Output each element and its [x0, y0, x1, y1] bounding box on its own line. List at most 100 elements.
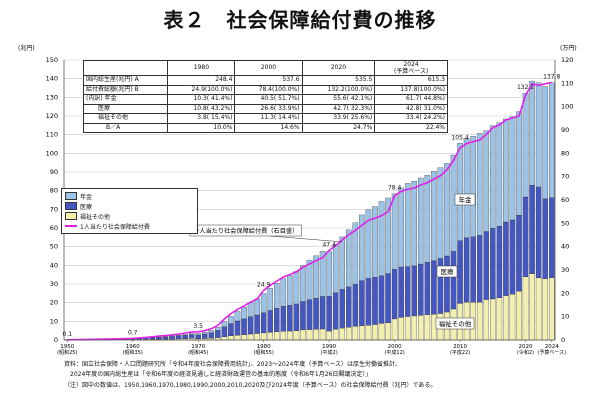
left-tick-label: 40: [50, 261, 58, 269]
per-capita-callout: 一人当たり社会保障給付費（右目盛）: [193, 227, 298, 235]
pension-swatch: [65, 192, 77, 200]
bar-welfare: [516, 290, 522, 341]
bar-medical: [476, 235, 483, 303]
bar-pension: [182, 334, 188, 336]
table-header-cell: 2000: [234, 60, 303, 76]
per-capita-line-layer: [67, 81, 552, 341]
x-tick-era-label: (昭和25): [57, 349, 77, 356]
bar-medical: [431, 260, 437, 315]
bar-medical: [332, 292, 339, 330]
bar-pension: [287, 275, 293, 306]
bar-pension: [509, 116, 516, 221]
bar-welfare: [260, 332, 267, 341]
bar-medical: [490, 228, 496, 300]
bar-medical: [548, 197, 555, 278]
table-cell: 14.6%: [234, 122, 303, 133]
table-header-cell: 2020: [301, 60, 376, 76]
table-cell: 10.8( 43.2%): [167, 103, 236, 114]
bar-medical: [300, 301, 306, 331]
bar-pension: [188, 333, 195, 335]
bar-medical: [496, 225, 503, 298]
chart-legend: 年金 医療 福祉その他 1人当たり社会保障給付費: [61, 188, 198, 234]
bar-welfare: [339, 327, 346, 341]
table-cell: 医療: [82, 103, 169, 114]
bar-welfare: [293, 330, 300, 341]
bar-welfare: [391, 318, 398, 341]
x-tick-label: 1950: [60, 344, 74, 350]
bar-pension: [234, 311, 241, 322]
medical-annotation: 医療: [441, 267, 455, 276]
bar-pension: [437, 167, 444, 259]
table-row: B／A 10.0% 14.6% 24.7% 22.4%: [82, 122, 448, 133]
bar-pension: [522, 93, 529, 198]
table-cell: 国内総生産(兆円) A: [82, 75, 169, 86]
bar-pension: [352, 222, 359, 285]
bar-medical: [260, 312, 267, 334]
bar-pension: [457, 143, 463, 241]
table-header-cell: 1980: [167, 60, 236, 76]
right-tick-label: 50: [561, 219, 569, 227]
bar-welfare: [241, 334, 247, 341]
bar-welfare: [300, 329, 306, 341]
legend-item-per-capita: 1人当たり社会保障給付費: [65, 221, 194, 231]
bar-pension: [372, 206, 378, 278]
bar-medical: [254, 314, 260, 334]
bar-medical: [234, 320, 241, 336]
bar-medical: [483, 231, 490, 300]
left-tick-label: 140: [46, 75, 58, 83]
total-value-label: 105.4: [451, 134, 468, 141]
table-header-row: 1980 2000 2020 2024 (予算ベース): [82, 60, 448, 76]
bar-pension: [346, 229, 352, 287]
bar-welfare: [496, 297, 503, 341]
table-cell: 24.7%: [301, 122, 376, 133]
bar-medical: [522, 196, 529, 277]
bar-pension: [300, 265, 306, 302]
bar-pension: [267, 288, 273, 311]
bar-pension: [319, 251, 326, 297]
table-cell: 78.4(100.0%): [234, 84, 303, 95]
bar-welfare: [385, 322, 391, 341]
table-cell: 248.4: [167, 75, 236, 86]
bar-medical: [470, 236, 476, 303]
table-cell: B／A: [82, 122, 169, 133]
bar-medical: [228, 323, 234, 336]
left-tick-label: 0: [54, 336, 58, 344]
pension-annotation-box: [454, 193, 476, 206]
left-axis-unit: (兆円): [18, 44, 35, 52]
bar-medical: [208, 332, 215, 339]
bar-welfare: [476, 301, 483, 341]
bar-medical: [156, 337, 162, 340]
table-cell: 537.6: [234, 75, 303, 86]
bar-medical: [280, 306, 287, 332]
bar-pension: [470, 136, 476, 237]
right-tick-label: 0: [561, 336, 565, 344]
x-tick-era-label: (平成2): [321, 349, 338, 356]
bar-welfare: [431, 314, 437, 341]
axis-layer: (兆円) (万円)01020304050607080901001101201301…: [18, 44, 577, 356]
bar-welfare: [542, 278, 548, 341]
table-cell: 10.3( 41.4%): [167, 94, 236, 105]
total-value-label: 0.7: [128, 329, 138, 336]
table-cell: 給付費総額(兆円) B: [82, 84, 169, 95]
table-cell: 137.8(100.0%): [374, 84, 448, 95]
bar-pension: [201, 332, 208, 335]
x-tick-era-label: (令和2): [517, 349, 534, 356]
bar-pension: [418, 177, 424, 265]
legend-label: 年金: [80, 193, 93, 201]
x-tick-label: 1960: [126, 344, 140, 350]
table-cell: 26.6( 33.9%): [234, 103, 303, 114]
table-cell: 33.9( 25.6%): [301, 113, 376, 124]
left-tick-label: 120: [46, 112, 58, 120]
bar-medical: [162, 336, 169, 340]
x-tick-label: 1970: [191, 344, 205, 350]
bar-pension: [516, 111, 522, 216]
bar-medical: [535, 186, 542, 278]
summary-table: 1980 2000 2020 2024 (予算ベース) 国内総生産(兆円) A …: [82, 60, 448, 133]
bar-welfare: [535, 277, 542, 341]
bar-welfare: [365, 325, 372, 341]
bar-welfare: [267, 332, 273, 341]
bar-pension: [260, 293, 267, 313]
pension-annotation: 年金: [459, 195, 473, 204]
table-cell: (内訳) 年金: [82, 94, 169, 105]
right-tick-label: 90: [561, 126, 569, 134]
